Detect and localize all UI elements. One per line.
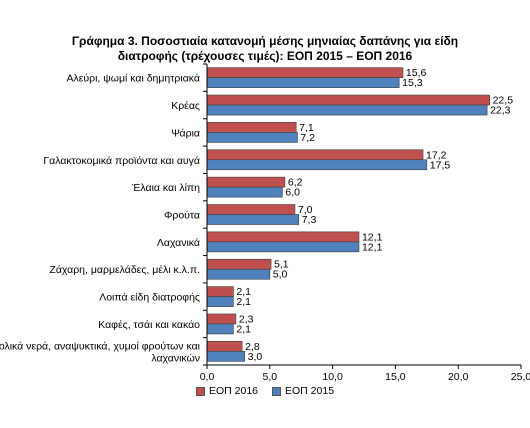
bar-series-2-1 bbox=[206, 104, 488, 116]
data-label-series-2-10: 3,0 bbox=[248, 351, 263, 363]
bar-series-2-0 bbox=[206, 77, 400, 88]
data-label-series-2-5: 7,3 bbox=[302, 214, 317, 226]
x-tick-label-0: 0,0 bbox=[200, 371, 215, 383]
bar-series-1-5 bbox=[206, 204, 296, 215]
data-label-series-1-5: 7,0 bbox=[298, 204, 313, 216]
data-label-series-2-7: 5,0 bbox=[273, 269, 288, 281]
data-label-series-1-9: 2,3 bbox=[239, 313, 254, 325]
bar-series-1-9 bbox=[206, 313, 237, 325]
bar-series-2-3 bbox=[206, 159, 428, 171]
category-label-1: Κρέας bbox=[171, 100, 200, 112]
category-label-2: Ψάρια bbox=[171, 127, 200, 139]
chart-title-line-1: Γράφημα 3. Ποσοστιαία κατανομή μέσης μην… bbox=[71, 34, 459, 48]
bar-series-2-2 bbox=[206, 132, 298, 143]
bar-series-1-8 bbox=[206, 286, 234, 297]
legend-swatch-series-2 bbox=[272, 386, 281, 396]
category-label-10-line-2: λαχανικών bbox=[151, 352, 200, 364]
data-label-series-1-8: 2,1 bbox=[236, 286, 251, 298]
bar-series-1-10 bbox=[206, 341, 243, 352]
category-label-7: Ζάχαρη, μαρμελάδες, μέλι κ.λ.π. bbox=[49, 264, 200, 276]
bar-series-2-6 bbox=[206, 241, 360, 253]
data-label-series-1-10: 2,8 bbox=[245, 341, 260, 353]
bar-series-1-2 bbox=[206, 122, 297, 133]
x-tick-label-2: 10,0 bbox=[322, 371, 343, 383]
legend-label-series-1: ΕΟΠ 2016 bbox=[208, 385, 258, 397]
bar-series-1-3 bbox=[206, 149, 424, 161]
bar-series-2-8 bbox=[206, 296, 234, 307]
category-label-9: Καφές, τσάι και κακάο bbox=[98, 319, 200, 331]
data-label-series-1-6: 12,1 bbox=[362, 231, 383, 243]
data-label-series-2-1: 22,3 bbox=[490, 105, 511, 117]
category-label-3: Γαλακτοκομικά προϊόντα και αυγά bbox=[43, 155, 200, 167]
legend-item-series-2: ΕΟΠ 2015 bbox=[272, 385, 334, 397]
legend-swatch-series-1 bbox=[195, 386, 205, 396]
bar-series-2-5 bbox=[206, 214, 299, 225]
data-label-series-1-7: 5,1 bbox=[274, 259, 289, 271]
legend-label-series-2: ΕΟΠ 2015 bbox=[285, 385, 335, 397]
category-label-6: Λαχανικά bbox=[157, 237, 200, 249]
legend-item-series-1: ΕΟΠ 2016 bbox=[195, 385, 258, 397]
x-tick-label-3: 15,0 bbox=[385, 371, 406, 383]
x-tick-label-5: 25,0 bbox=[511, 371, 530, 383]
data-label-series-2-6: 12,1 bbox=[362, 241, 383, 253]
bar-series-2-9 bbox=[206, 323, 234, 335]
bar-series-2-4 bbox=[206, 186, 283, 198]
x-tick-label-4: 20,0 bbox=[448, 371, 469, 383]
bar-series-2-10 bbox=[206, 351, 245, 362]
bar-series-1-0 bbox=[206, 67, 404, 78]
bar-series-1-6 bbox=[206, 231, 360, 243]
data-label-series-2-9: 2,1 bbox=[236, 323, 251, 335]
data-label-series-2-0: 15,3 bbox=[402, 77, 423, 89]
data-label-series-2-4: 6,0 bbox=[285, 187, 300, 199]
category-label-5: Φρούτα bbox=[164, 210, 200, 222]
category-label-0: Αλεύρι, ψωμί και δημητριακά bbox=[66, 73, 200, 85]
bar-series-2-7 bbox=[206, 268, 271, 280]
category-label-4: Έλαια και λίπη bbox=[131, 182, 200, 194]
legend: ΕΟΠ 2016 ΕΟΠ 2015 bbox=[0, 385, 530, 397]
data-label-series-2-8: 2,1 bbox=[236, 296, 251, 308]
data-label-series-1-1: 22,5 bbox=[493, 95, 514, 107]
chart-title-line-2: διατροφής (τρέχουσες τιμές): ΕΟΠ 2015 – … bbox=[117, 49, 413, 63]
data-label-series-1-4: 6,2 bbox=[288, 177, 303, 189]
bar-series-1-7 bbox=[206, 258, 272, 270]
x-tick-label-1: 5,0 bbox=[262, 371, 277, 383]
data-label-series-2-2: 7,2 bbox=[300, 132, 315, 144]
data-label-series-1-0: 15,6 bbox=[406, 67, 427, 79]
category-label-8: Λοιπά είδη διατροφής bbox=[99, 292, 200, 304]
category-label-10-line-1: Αλκοολικά νερά, αναψυκτικά, χυμοί φρούτω… bbox=[0, 340, 201, 352]
chart-title: Γράφημα 3. Ποσοστιαία κατανομή μέσης μην… bbox=[0, 34, 530, 64]
data-label-series-2-3: 17,5 bbox=[430, 159, 451, 171]
bar-series-1-1 bbox=[206, 94, 490, 106]
data-label-series-1-3: 17,2 bbox=[426, 149, 447, 161]
bar-series-1-4 bbox=[206, 176, 286, 188]
data-label-series-1-2: 7,1 bbox=[299, 122, 314, 134]
